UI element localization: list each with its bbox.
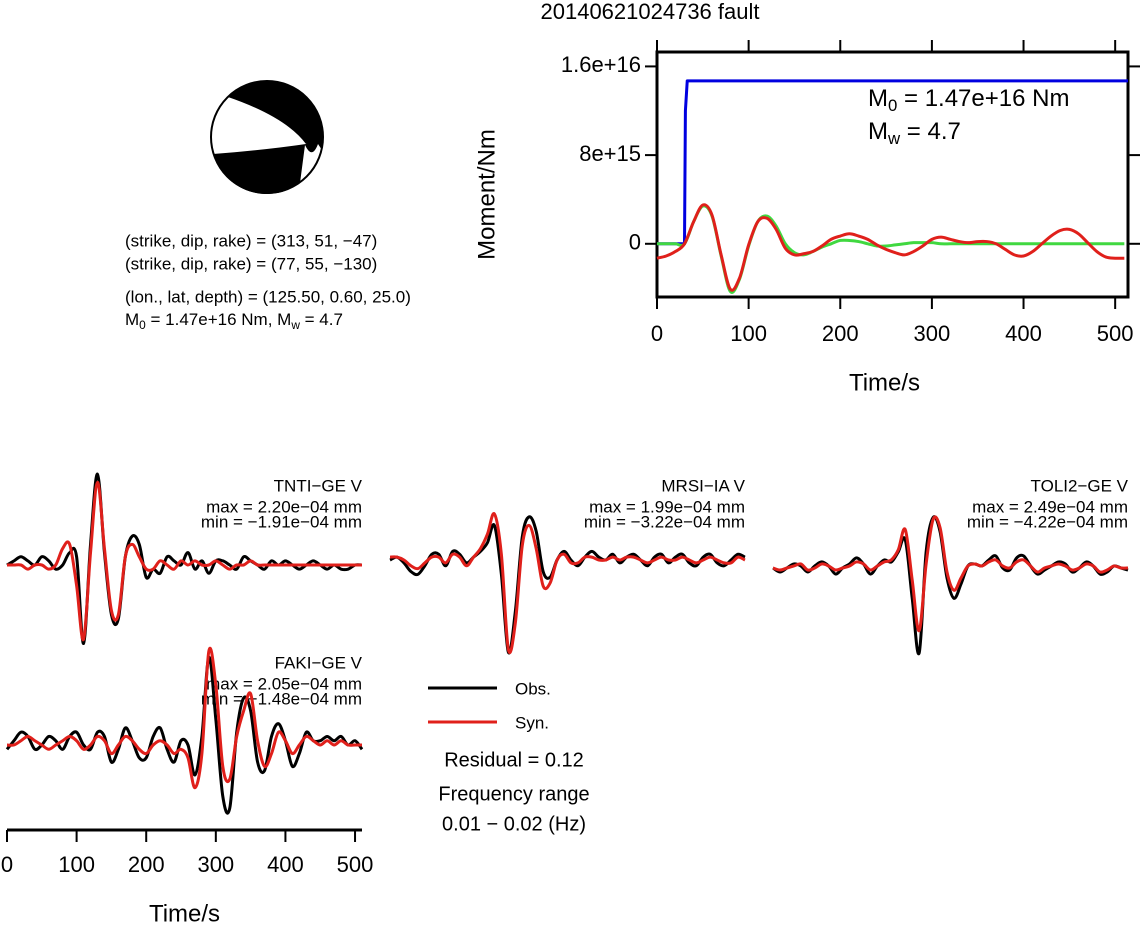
station-label: MRSI−IA V (661, 476, 745, 495)
min-label: min = −1.48e−04 mm (201, 689, 362, 708)
x-axis-label: Time/s (149, 900, 220, 926)
series-line (656, 203, 1125, 292)
text-part: = 1.47e+16 Nm (897, 85, 1069, 112)
text-part: = 4.7 (300, 310, 343, 329)
x-tick-label: 400 (1005, 321, 1042, 346)
y-tick-label: 0 (629, 230, 641, 255)
max-label: max = 2.05e−04 mm (206, 674, 362, 693)
x-tick-label: 500 (1097, 321, 1134, 346)
frequency-range: 0.01 − 0.02 (Hz) (442, 813, 586, 835)
y-tick-label: 8e+15 (579, 141, 641, 166)
x-tick-label: 0 (1, 852, 13, 877)
x-tick-label: 200 (128, 852, 165, 877)
max-label: max = 2.20e−04 mm (206, 497, 362, 516)
x-tick-label: 300 (914, 321, 951, 346)
figure-title: 20140621024736 fault (541, 0, 760, 24)
series-line (6, 472, 363, 645)
text-part: M (868, 85, 888, 112)
annotation: Mw = 4.7 (868, 118, 961, 148)
station-label: FAKI−GE V (275, 653, 363, 672)
max-label: max = 1.99e−04 mm (589, 497, 745, 516)
magnitude: M0 = 1.47e+16 Nm, Mw = 4.7 (125, 310, 343, 332)
x-tick-label: 0 (651, 321, 663, 346)
series-line (6, 480, 362, 641)
annotation: M0 = 1.47e+16 Nm (868, 85, 1069, 115)
beachball-quadrant (213, 122, 323, 195)
min-label: min = −4.22e−04 mm (967, 512, 1128, 531)
plot-frame (655, 50, 1130, 299)
max-label: max = 2.49e−04 mm (972, 497, 1128, 516)
residual: Residual = 0.12 (444, 749, 584, 771)
text-part: M (125, 310, 139, 329)
subscript: w (290, 318, 300, 332)
beachball-quadrant (228, 80, 322, 144)
series-line (389, 512, 746, 654)
x-tick-label: 300 (197, 852, 234, 877)
y-tick-label: 1.6e+16 (561, 52, 641, 77)
x-tick-label: 400 (267, 852, 304, 877)
subscript: 0 (139, 318, 146, 332)
legend-label: Obs. (515, 679, 551, 698)
series-line (6, 646, 362, 790)
text-part: M (868, 118, 888, 145)
legend-label: Syn. (515, 713, 549, 732)
station-label: TNTI−GE V (274, 476, 363, 495)
subscript: 0 (888, 97, 897, 116)
series-line (5, 655, 364, 815)
series-line (772, 515, 1129, 633)
location: (lon., lat, depth) = (125.50, 0.60, 25.0… (125, 287, 411, 306)
nodal-plane: (strike, dip, rake) = (77, 55, −130) (125, 254, 377, 273)
y-axis-label: Moment/Nm (473, 129, 500, 260)
x-axis-label: Time/s (849, 369, 920, 396)
beachball (210, 80, 324, 195)
x-tick-label: 100 (730, 321, 767, 346)
x-tick-label: 100 (58, 852, 95, 877)
x-tick-label: 500 (337, 852, 374, 877)
subscript: w (887, 130, 901, 149)
frequency-label: Frequency range (438, 783, 589, 805)
nodal-plane: (strike, dip, rake) = (313, 51, −47) (125, 231, 377, 250)
x-tick-label: 200 (822, 321, 859, 346)
min-label: min = −3.22e−04 mm (584, 512, 745, 531)
text-part: = 1.47e+16 Nm, M (146, 310, 292, 329)
min-label: min = −1.91e−04 mm (201, 512, 362, 531)
text-part: = 4.7 (900, 118, 961, 145)
station-label: TOLI2−GE V (1031, 476, 1129, 495)
